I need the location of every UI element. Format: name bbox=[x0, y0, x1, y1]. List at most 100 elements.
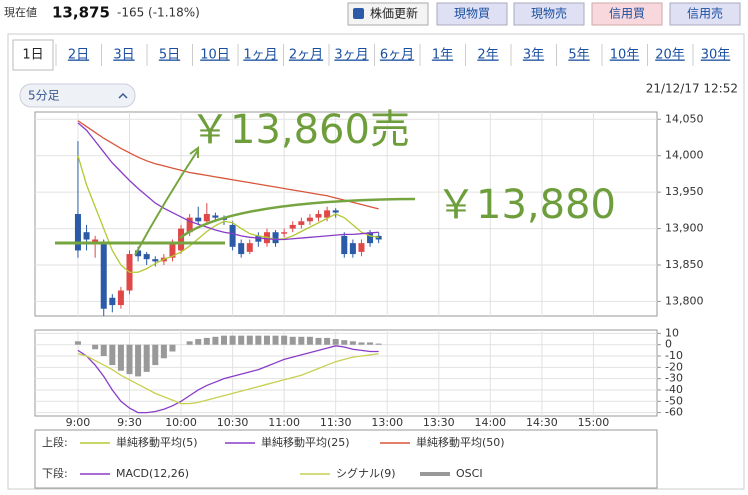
candle-body bbox=[152, 259, 159, 262]
candle-body bbox=[169, 243, 176, 258]
y-tick-label: -40 bbox=[665, 383, 683, 396]
series-line bbox=[77, 345, 379, 414]
legend-label: 単純移動平均(5) bbox=[116, 435, 198, 449]
tab[interactable]: 20年 bbox=[655, 48, 685, 63]
osci-bar bbox=[109, 344, 116, 366]
osci-bar bbox=[100, 344, 107, 357]
candle-body bbox=[255, 235, 262, 242]
legend-lower: 下段: bbox=[42, 466, 68, 480]
osci-bar bbox=[246, 335, 253, 345]
tab-selected bbox=[12, 39, 54, 71]
candle-body bbox=[92, 239, 99, 244]
candle-body bbox=[306, 217, 313, 222]
osci-bar bbox=[152, 344, 159, 366]
annotation-target: ￥13,880 bbox=[436, 182, 616, 228]
candle-body bbox=[315, 214, 322, 218]
tab[interactable]: 5日 bbox=[159, 48, 180, 63]
osci-bar bbox=[74, 341, 81, 345]
tab[interactable]: 6ヶ月 bbox=[380, 48, 414, 63]
interval-select[interactable] bbox=[19, 83, 136, 108]
x-tick-label: 13:00 bbox=[371, 416, 403, 429]
osci-bar bbox=[220, 335, 228, 345]
candle-body bbox=[117, 290, 124, 306]
tab[interactable]: 3年 bbox=[523, 48, 544, 63]
candle-body bbox=[178, 228, 185, 251]
candle-body bbox=[135, 250, 142, 257]
x-tick-label: 14:00 bbox=[474, 416, 506, 429]
y-tick-label: 13,800 bbox=[665, 294, 704, 307]
candle-body bbox=[195, 217, 202, 222]
y-tick-label: -60 bbox=[665, 406, 683, 419]
candle-body bbox=[238, 243, 245, 255]
x-tick-label: 15:00 bbox=[578, 416, 610, 429]
x-tick-label: 11:30 bbox=[320, 416, 352, 429]
x-tick-label: 13:30 bbox=[423, 416, 455, 429]
tab[interactable]: 2日 bbox=[68, 48, 89, 63]
button-label: 信用買 bbox=[609, 7, 645, 21]
tab[interactable]: 10年 bbox=[610, 48, 640, 63]
cash-buy-button[interactable] bbox=[436, 2, 508, 26]
candle-body bbox=[83, 232, 90, 240]
margin-sell-button[interactable] bbox=[669, 2, 741, 26]
candle-body bbox=[229, 224, 236, 247]
price-plot-frame bbox=[34, 111, 658, 317]
tab[interactable]: 1ヶ月 bbox=[243, 48, 277, 63]
legend-label: OSCI bbox=[456, 467, 483, 480]
y-tick-label: 14,050 bbox=[665, 112, 704, 125]
refresh-button[interactable] bbox=[347, 2, 429, 26]
price-change: -165 (-1.18%) bbox=[117, 6, 200, 20]
tab[interactable]: 2ヶ月 bbox=[289, 48, 323, 63]
annotation-arrow bbox=[134, 146, 199, 256]
candle-body bbox=[332, 210, 339, 213]
tab[interactable]: 5年 bbox=[568, 48, 589, 63]
tab[interactable]: 1日 bbox=[22, 48, 43, 63]
tab[interactable]: 3日 bbox=[113, 48, 134, 63]
y-tick-label: 13,950 bbox=[665, 185, 704, 198]
osci-bar bbox=[126, 344, 133, 375]
x-tick-label: 10:30 bbox=[217, 416, 249, 429]
annotation-curve bbox=[179, 197, 416, 239]
candle-body bbox=[289, 224, 296, 229]
x-tick-label: 10:00 bbox=[165, 416, 197, 429]
cash-sell-button[interactable] bbox=[513, 2, 585, 26]
timestamp: 21/12/17 12:52 bbox=[646, 82, 738, 96]
osci-bar bbox=[186, 341, 193, 345]
osci-bar bbox=[306, 336, 313, 345]
candle-body bbox=[203, 214, 210, 222]
tab[interactable]: 1年 bbox=[432, 48, 453, 63]
osci-bar bbox=[238, 335, 245, 345]
candle-body bbox=[212, 215, 219, 218]
candle-body bbox=[74, 214, 81, 251]
osci-bar bbox=[92, 344, 99, 350]
y-tick-label: -30 bbox=[665, 372, 683, 385]
legend-upper: 上段: bbox=[42, 435, 68, 449]
margin-buy-button[interactable] bbox=[591, 2, 663, 26]
osci-bar bbox=[367, 342, 374, 345]
button-label: 信用売 bbox=[687, 6, 723, 21]
osci-bar bbox=[332, 339, 339, 345]
osci-bar bbox=[203, 337, 210, 345]
y-tick-label: -50 bbox=[665, 394, 683, 407]
x-tick-label: 11:00 bbox=[268, 416, 300, 429]
tab[interactable]: 10日 bbox=[200, 48, 230, 63]
candle-body bbox=[298, 221, 305, 225]
tab[interactable]: 2年 bbox=[477, 48, 498, 63]
tab[interactable]: 3ヶ月 bbox=[334, 48, 368, 63]
osci-bar bbox=[212, 336, 219, 345]
tab[interactable]: 30年 bbox=[701, 48, 731, 63]
legend-label: 単純移動平均(25) bbox=[261, 435, 350, 449]
button-label: 現物売 bbox=[531, 6, 567, 21]
y-tick-label: -20 bbox=[665, 360, 683, 373]
osci-bar bbox=[263, 335, 270, 345]
osci-bar bbox=[272, 335, 279, 345]
chart-panel bbox=[7, 33, 745, 490]
refresh-icon bbox=[353, 8, 364, 19]
series-line bbox=[77, 155, 379, 273]
candle-body bbox=[324, 210, 331, 218]
osci-bar bbox=[349, 341, 356, 345]
x-tick-label: 9:00 bbox=[66, 416, 91, 429]
candle-body bbox=[341, 235, 348, 255]
candle-body bbox=[367, 232, 374, 244]
